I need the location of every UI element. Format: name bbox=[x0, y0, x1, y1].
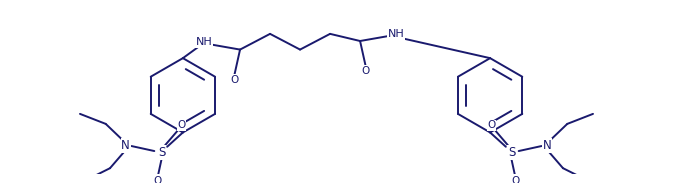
Text: O: O bbox=[487, 120, 496, 130]
Text: O: O bbox=[511, 176, 520, 183]
Text: N: N bbox=[543, 139, 552, 152]
Text: S: S bbox=[157, 146, 165, 159]
Text: O: O bbox=[230, 75, 238, 85]
Text: NH: NH bbox=[388, 29, 404, 39]
Text: O: O bbox=[153, 176, 162, 183]
Text: NH: NH bbox=[196, 38, 213, 47]
Text: N: N bbox=[121, 139, 130, 152]
Text: O: O bbox=[361, 66, 370, 76]
Text: O: O bbox=[177, 120, 186, 130]
Text: S: S bbox=[508, 146, 516, 159]
